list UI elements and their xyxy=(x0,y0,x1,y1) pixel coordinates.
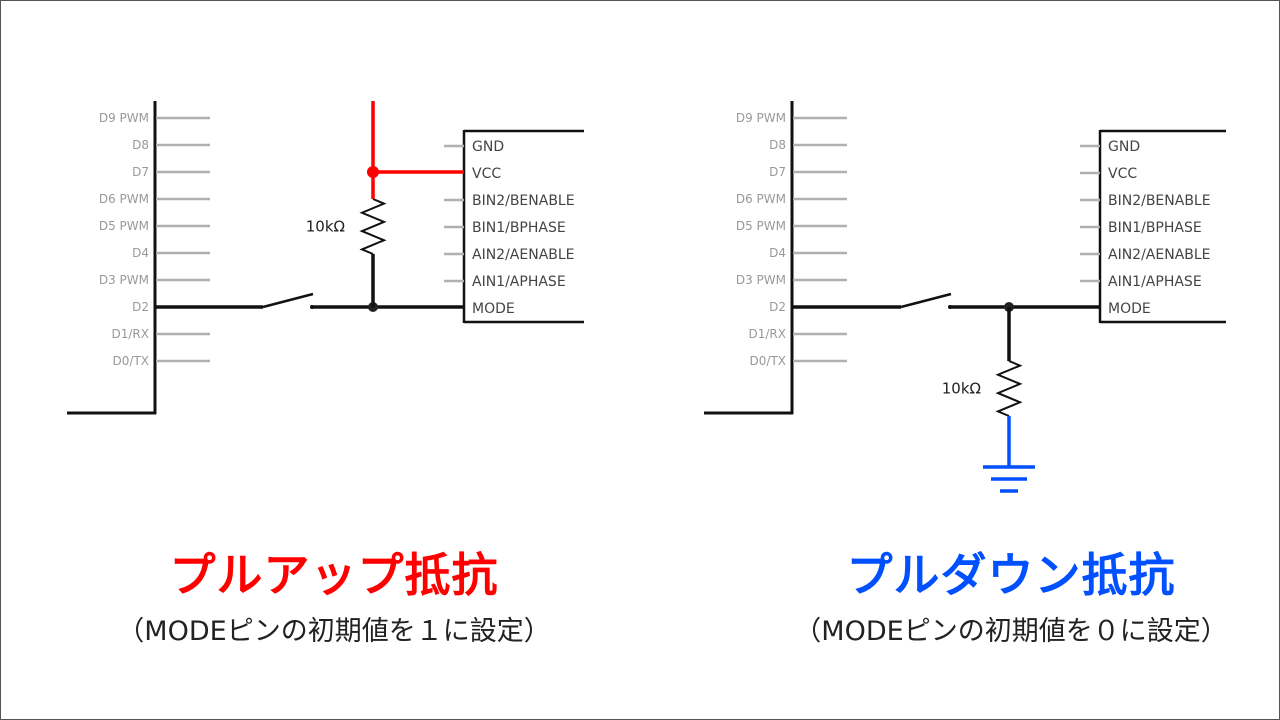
switch-contact xyxy=(310,305,314,309)
header-pin-label: D7 xyxy=(132,165,149,179)
header-pin-label: D3 PWM xyxy=(99,273,149,287)
header-pin-label: D4 xyxy=(769,246,786,260)
resistor-symbol xyxy=(995,360,1023,417)
header-pin-label: D2 xyxy=(769,300,786,314)
chip-pin-label: BIN2/BENABLE xyxy=(472,193,575,209)
header-pin-label: D2 xyxy=(132,300,149,314)
chip-pin-label: GND xyxy=(1108,139,1140,155)
header-pin-label: D4 xyxy=(132,246,149,260)
chip-pin-label: BIN1/BPHASE xyxy=(472,220,566,236)
resistor-label: 10kΩ xyxy=(306,218,345,236)
header-pin-label: D9 PWM xyxy=(99,111,149,125)
header-pin-label: D8 xyxy=(769,138,786,152)
pullup-title: プルアップ抵抗 xyxy=(169,548,499,602)
header-pin-label: D6 PWM xyxy=(99,192,149,206)
header-pin-label: D0/TX xyxy=(113,354,149,368)
header-pin-label: D7 xyxy=(769,165,786,179)
header-pin-label: D5 PWM xyxy=(99,219,149,233)
resistor-symbol xyxy=(359,198,387,255)
switch-contact xyxy=(948,305,952,309)
chip-pin-label: AIN2/AENABLE xyxy=(1108,247,1211,263)
chip-pin-label: GND xyxy=(472,139,504,155)
header-pin-label: D8 xyxy=(132,138,149,152)
header-pin-label: D0/TX xyxy=(750,354,786,368)
chip-pin-label: BIN2/BENABLE xyxy=(1108,193,1211,209)
pulldown-subtitle: （MODEピンの初期値を０に設定） xyxy=(794,616,1228,647)
chip-pin-label: VCC xyxy=(1108,166,1137,182)
header-pin-label: D1/RX xyxy=(112,327,149,341)
chip-pin-label: BIN1/BPHASE xyxy=(1108,220,1202,236)
resistor-label: 10kΩ xyxy=(942,380,981,398)
header-pin-label: D6 PWM xyxy=(736,192,786,206)
header-pin-label: D9 PWM xyxy=(736,111,786,125)
chip-pin-label: AIN1/APHASE xyxy=(472,274,566,290)
chip-pin-label: AIN2/AENABLE xyxy=(472,247,575,263)
pulldown-title: プルダウン抵抗 xyxy=(846,548,1176,602)
header-pin-label: D3 PWM xyxy=(736,273,786,287)
switch-lever xyxy=(262,292,314,309)
switch-lever xyxy=(900,292,952,309)
chip-pin-label: MODE xyxy=(1108,301,1151,317)
pullup-subtitle: （MODEピンの初期値を１に設定） xyxy=(117,616,551,647)
chip-pin-label: AIN1/APHASE xyxy=(1108,274,1202,290)
vcc-junction-dot xyxy=(367,166,379,178)
header-pin-label: D5 PWM xyxy=(736,219,786,233)
chip-pin-label: MODE xyxy=(472,301,515,317)
header-pin-label: D1/RX xyxy=(749,327,786,341)
chip-pin-label: VCC xyxy=(472,166,501,182)
